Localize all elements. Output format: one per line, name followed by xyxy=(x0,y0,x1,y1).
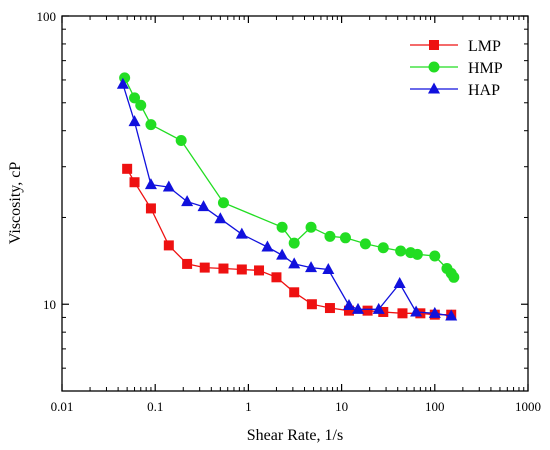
x-tick-label: 1000 xyxy=(515,399,541,414)
data-point-hmp xyxy=(377,242,389,254)
data-point-hmp xyxy=(288,237,300,249)
y-axis-ticks: 10 100 xyxy=(37,9,528,392)
data-point-hap xyxy=(235,227,248,239)
x-tick-label: 10 xyxy=(335,399,348,414)
data-point-lmp xyxy=(271,272,282,283)
y-tick-label: 100 xyxy=(37,9,57,24)
data-point-lmp xyxy=(163,240,174,251)
data-point-hmp xyxy=(276,221,288,233)
y-axis-label: Viscosity, cP xyxy=(7,162,24,245)
data-point-hap xyxy=(342,298,355,310)
data-point-hmp xyxy=(175,134,187,146)
x-axis-ticks: 0.01 0.1 1 10 100 1000 xyxy=(51,16,541,414)
data-point-lmp xyxy=(145,203,156,214)
data-point-lmp xyxy=(129,177,140,188)
data-point-hmp xyxy=(305,221,317,233)
data-point-hap xyxy=(305,261,318,273)
data-point-hap xyxy=(128,115,141,127)
data-point-hmp xyxy=(145,119,157,131)
data-point-hap xyxy=(214,212,227,224)
legend-label: LMP xyxy=(468,38,501,55)
data-point-hmp xyxy=(395,245,407,257)
data-point-lmp xyxy=(122,163,133,174)
x-tick-label: 0.01 xyxy=(51,399,74,414)
data-point-hmp xyxy=(135,99,147,111)
data-point-lmp xyxy=(254,265,265,276)
data-point-hap xyxy=(162,180,175,192)
data-point-hap xyxy=(197,200,210,212)
plot-frame xyxy=(61,15,529,392)
data-point-hap xyxy=(261,240,274,252)
y-tick-label: 10 xyxy=(43,297,56,312)
data-point-hap xyxy=(116,77,129,89)
data-point-hmp xyxy=(217,197,229,209)
legend-marker xyxy=(429,40,439,50)
data-point-hmp xyxy=(411,248,423,260)
data-point-lmp xyxy=(218,263,229,274)
x-tick-label: 100 xyxy=(425,399,445,414)
data-point-hap xyxy=(276,248,289,260)
data-point-hap xyxy=(372,302,385,314)
x-tick-label: 1 xyxy=(245,399,252,414)
data-point-hap xyxy=(352,302,365,314)
legend-marker xyxy=(428,61,440,73)
data-point-lmp xyxy=(236,264,247,275)
legend-marker xyxy=(428,82,440,94)
series-hmp xyxy=(119,72,460,283)
data-point-hap xyxy=(181,195,194,207)
data-point-lmp xyxy=(289,287,300,298)
x-tick-label: 0.1 xyxy=(147,399,163,414)
data-point-lmp xyxy=(397,308,408,319)
data-point-hap xyxy=(428,306,441,318)
data-point-hap xyxy=(445,309,458,321)
data-point-hmp xyxy=(324,230,336,242)
data-point-hmp xyxy=(429,250,441,262)
data-point-lmp xyxy=(199,262,210,273)
data-point-hmp xyxy=(359,238,371,250)
series-hap xyxy=(116,77,458,321)
data-point-lmp xyxy=(306,299,317,310)
legend-label: HAP xyxy=(468,82,500,99)
legend: LMP HMP HAP xyxy=(410,38,503,99)
data-point-hap xyxy=(393,277,406,289)
x-axis-label: Shear Rate, 1/s xyxy=(247,427,343,444)
data-point-lmp xyxy=(362,305,373,316)
data-point-hmp xyxy=(448,271,460,283)
data-point-hmp xyxy=(339,232,351,244)
data-point-hap xyxy=(144,178,157,190)
legend-label: HMP xyxy=(468,60,503,77)
data-point-lmp xyxy=(324,303,335,314)
data-point-lmp xyxy=(343,305,354,316)
data-point-hap xyxy=(322,262,335,274)
series-layer xyxy=(116,72,460,321)
data-point-hmp xyxy=(129,92,141,104)
data-point-lmp xyxy=(182,258,193,269)
data-point-hap xyxy=(288,257,301,269)
data-point-hap xyxy=(410,305,423,317)
